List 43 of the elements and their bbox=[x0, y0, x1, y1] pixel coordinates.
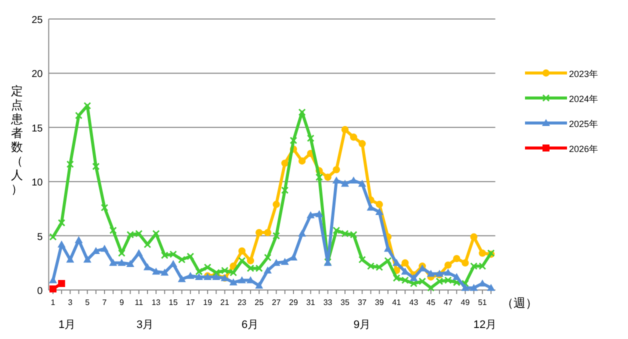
y-axis-title: 定点患者数（人） bbox=[10, 84, 23, 196]
x-tick-label: 39 bbox=[374, 298, 384, 307]
x-tick-label: 13 bbox=[152, 298, 162, 307]
legend-label: 2023年 bbox=[569, 69, 598, 79]
x-tick-label: 1 bbox=[50, 298, 56, 307]
x-tick-label: 21 bbox=[220, 298, 230, 307]
x-tick-label: 33 bbox=[323, 298, 333, 307]
x-tick-label: 49 bbox=[460, 298, 470, 307]
x-tick-label: 37 bbox=[358, 298, 368, 307]
y-tick-label: 5 bbox=[37, 232, 44, 243]
legend-label: 2024年 bbox=[569, 94, 598, 104]
x-tick-label: 15 bbox=[168, 298, 178, 307]
y-tick-label: 0 bbox=[37, 286, 44, 297]
text: 1月 bbox=[58, 319, 76, 331]
x-tick-label: 35 bbox=[340, 298, 350, 307]
x-tick-label: 23 bbox=[237, 298, 247, 307]
text: 6月 bbox=[241, 319, 259, 331]
x-tick-label: 25 bbox=[254, 298, 264, 307]
x-tick-label: 17 bbox=[186, 298, 196, 307]
text: 3月 bbox=[136, 319, 154, 331]
x-tick-label: 45 bbox=[426, 298, 436, 307]
x-tick-label: 19 bbox=[203, 298, 213, 307]
x-tick-label: 9 bbox=[119, 298, 124, 307]
x-tick-label: 47 bbox=[444, 298, 454, 307]
x-tick-label: 29 bbox=[289, 298, 298, 307]
x-tick-label: 51 bbox=[478, 298, 488, 307]
y-tick-label: 15 bbox=[32, 123, 44, 134]
x-tick-label: 43 bbox=[409, 298, 419, 307]
y-tick-label: 25 bbox=[32, 15, 44, 26]
y-tick-label: 20 bbox=[32, 69, 44, 80]
legend-label: 2026年 bbox=[569, 144, 598, 154]
x-tick-label: 31 bbox=[306, 298, 316, 307]
x-tick-label: 7 bbox=[102, 298, 108, 307]
text: 9月 bbox=[353, 319, 371, 331]
y-tick-label: 10 bbox=[32, 178, 44, 189]
x-tick-label: 41 bbox=[392, 298, 402, 307]
x-tick-label: 5 bbox=[85, 298, 90, 307]
x-tick-label: 3 bbox=[68, 298, 73, 307]
legend-label: 2025年 bbox=[569, 119, 598, 129]
x-axis-title: （週） bbox=[501, 296, 538, 310]
x-tick-label: 11 bbox=[134, 298, 144, 307]
text: 12月 bbox=[473, 319, 497, 331]
x-tick-label: 27 bbox=[272, 298, 282, 307]
